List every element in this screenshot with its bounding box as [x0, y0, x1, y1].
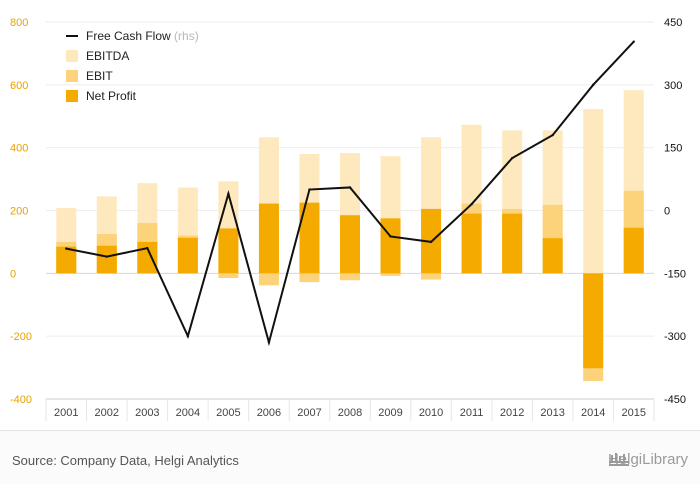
x-tick-label: 2001: [54, 407, 78, 419]
bars-layer: [56, 90, 644, 382]
x-tick-label: 2003: [135, 407, 159, 419]
y-right-tick-label: 150: [664, 143, 682, 155]
bar-net-profit[interactable]: [56, 246, 77, 274]
legend-swatch-net-profit: [66, 90, 78, 102]
bar-net-profit[interactable]: [137, 241, 158, 274]
y-left-tick-label: 400: [10, 143, 28, 155]
bar-net-profit[interactable]: [623, 227, 644, 274]
y-left-tick-label: 200: [10, 206, 28, 218]
fcf-point[interactable]: [65, 247, 68, 250]
fcf-point[interactable]: [470, 203, 473, 206]
x-tick-label: 2005: [216, 407, 240, 419]
bar-ebit[interactable]: [380, 273, 401, 276]
fcf-point[interactable]: [267, 341, 271, 344]
x-tick-label: 2013: [540, 407, 564, 419]
bar-net-profit[interactable]: [96, 245, 117, 274]
fcf-point[interactable]: [186, 334, 190, 338]
bar-net-profit[interactable]: [258, 203, 279, 274]
legend-hint-rhs: (rhs): [174, 29, 199, 43]
chart-svg: -400 -200 0 200 400 600 800 -450 -300 -150 0 150 300…: [10, 17, 686, 421]
bar-net-profit[interactable]: [502, 213, 523, 274]
bar-net-profit[interactable]: [340, 215, 360, 274]
legend-label-fcf: Free Cash Flow (rhs): [86, 29, 199, 43]
source-text: Source: Company Data, Helgi Analytics: [12, 453, 239, 468]
y-right-tick-label: 0: [664, 206, 670, 218]
y-left-tick-label: 800: [10, 17, 28, 29]
y-right-tick-label: 450: [664, 17, 682, 29]
bar-net-profit[interactable]: [380, 218, 401, 274]
bar-net-profit[interactable]: [461, 213, 482, 274]
fcf-point[interactable]: [551, 133, 554, 137]
legend-swatch-ebitda: [66, 50, 78, 62]
x-tick-label: 2015: [621, 407, 645, 419]
fcf-point[interactable]: [429, 240, 433, 244]
x-tick-label: 2008: [338, 407, 362, 419]
footer: Source: Company Data, Helgi Analytics He…: [0, 430, 700, 484]
bar-net-profit[interactable]: [177, 237, 198, 274]
legend-label-ebitda: EBITDA: [86, 49, 129, 63]
fcf-point[interactable]: [227, 192, 230, 195]
x-tick-label: 2012: [500, 407, 524, 419]
brand-text: HelgiLibrary: [607, 451, 688, 468]
brand-logo[interactable]: HelgiLibrary: [608, 451, 688, 468]
legend: Free Cash Flow (rhs) EBITDA EBIT Net Profit: [66, 29, 199, 103]
y-left-tick-label: 0: [10, 268, 16, 280]
legend-label-net-profit: Net Profit: [86, 89, 137, 103]
y-right-tick-label: -450: [664, 394, 686, 406]
y-right-tick-label: 300: [664, 80, 682, 92]
fcf-line-layer: [65, 40, 635, 347]
fcf-point[interactable]: [348, 186, 352, 189]
x-tick-label: 2009: [378, 407, 402, 419]
y-left-tick-label: -400: [10, 394, 32, 406]
x-tick-label: 2006: [257, 407, 281, 419]
fcf-point[interactable]: [592, 83, 595, 87]
x-tick-label: 2004: [176, 407, 200, 419]
y-left-tick-label: -200: [10, 331, 32, 343]
x-tick-label: 2011: [460, 407, 484, 419]
y-right-tick-label: -300: [664, 331, 686, 343]
fcf-point[interactable]: [308, 188, 311, 191]
bar-net-profit[interactable]: [299, 202, 320, 274]
bar-ebitda[interactable]: [583, 109, 604, 274]
bar-ebit[interactable]: [421, 273, 442, 280]
x-tick-label: 2007: [297, 407, 321, 419]
fcf-point[interactable]: [146, 247, 149, 250]
bar-ebit[interactable]: [299, 273, 320, 283]
bar-ebit[interactable]: [258, 273, 279, 286]
y-right-tick-label: -150: [664, 268, 686, 280]
bar-net-profit[interactable]: [583, 273, 604, 369]
x-tick-label: 2010: [419, 407, 443, 419]
fcf-point[interactable]: [389, 235, 392, 238]
fcf-point[interactable]: [105, 255, 109, 258]
axes-layer: -400 -200 0 200 400 600 800 -450 -300 -150 0 150 300…: [10, 17, 686, 421]
y-left-tick-label: 600: [10, 80, 28, 92]
legend-label-ebit: EBIT: [86, 69, 113, 83]
library-icon: [608, 453, 629, 466]
fcf-point[interactable]: [632, 40, 635, 43]
x-tick-label: 2014: [581, 407, 605, 419]
bar-net-profit[interactable]: [218, 228, 239, 274]
bar-ebit[interactable]: [340, 273, 360, 281]
legend-swatch-ebit: [66, 70, 78, 82]
fcf-point[interactable]: [510, 156, 514, 160]
bar-ebit[interactable]: [218, 273, 239, 279]
x-tick-label: 2002: [95, 407, 119, 419]
bar-net-profit[interactable]: [542, 238, 563, 274]
